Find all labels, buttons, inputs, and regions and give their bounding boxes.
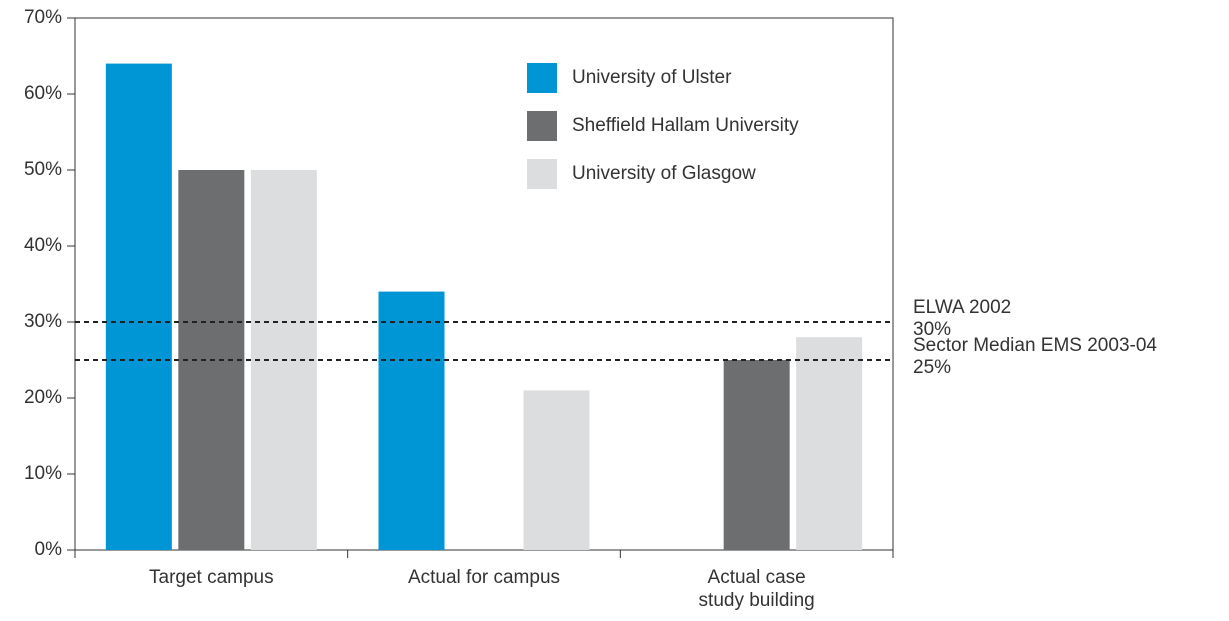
- plot-frame: [74, 17, 894, 551]
- reference-label: Sector Median EMS 2003-04: [913, 335, 1157, 356]
- x-tick-label: Actual case study building: [698, 567, 815, 611]
- legend-label: University of Glasgow: [572, 163, 756, 184]
- bar: [378, 291, 445, 550]
- bar: [523, 390, 590, 550]
- y-tick-label: 40%: [24, 235, 62, 256]
- bar: [796, 337, 863, 550]
- y-tick-label: 20%: [24, 387, 62, 408]
- bar: [105, 63, 172, 550]
- x-tick-label: Target campus: [149, 567, 274, 588]
- legend-label: Sheffield Hallam University: [572, 115, 799, 136]
- y-tick-label: 70%: [24, 7, 62, 28]
- legend-swatch: [527, 159, 557, 189]
- legend-swatch: [527, 111, 557, 141]
- x-tick-label: Actual for campus: [407, 567, 561, 588]
- y-tick-label: 0%: [35, 539, 63, 560]
- reference-label: ELWA 2002: [913, 297, 1011, 318]
- legend-label: University of Ulster: [572, 67, 732, 88]
- y-tick-label: 10%: [24, 463, 62, 484]
- bar: [723, 360, 790, 550]
- y-tick-label: 30%: [24, 311, 62, 332]
- reference-value-label: 30%: [913, 319, 951, 340]
- reference-value-label: 25%: [913, 357, 951, 378]
- y-tick-label: 60%: [24, 83, 62, 104]
- legend-swatch: [527, 63, 557, 93]
- y-tick-label: 50%: [24, 159, 62, 180]
